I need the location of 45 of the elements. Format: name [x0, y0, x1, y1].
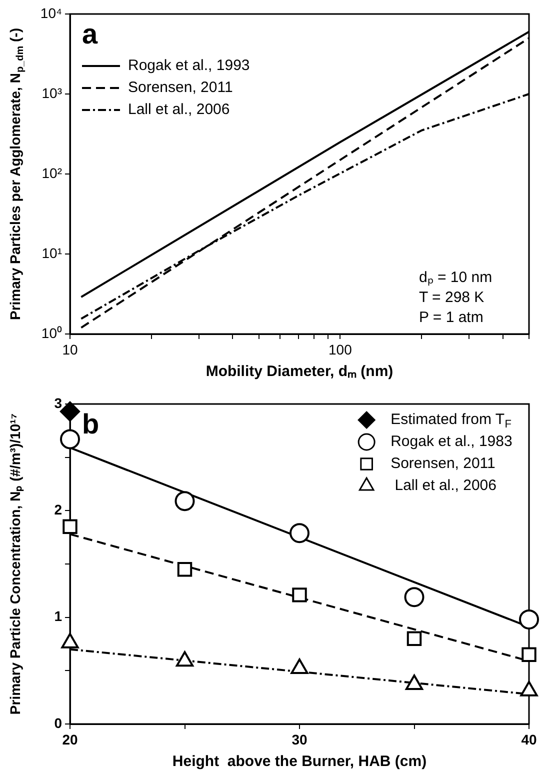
y-tick-label: 3 — [54, 394, 62, 411]
annotation: b — [82, 408, 100, 440]
point — [406, 631, 422, 646]
y-tick-label: 10¹ — [42, 244, 62, 261]
y-axis-title: Primary Particle Concentration, Nₚ (#/m³)/10¹⁷ — [6, 413, 24, 715]
y-tick-label: 1 — [54, 608, 62, 624]
annotation: P = 1 atm — [419, 309, 484, 326]
point — [60, 429, 80, 450]
x-axis-title: Height above the Burner, HAB (cm) — [172, 753, 427, 770]
point — [519, 609, 539, 630]
point — [404, 587, 424, 608]
y-tick-label: 10⁴ — [40, 4, 62, 21]
annotation: T = 298 K — [419, 289, 484, 306]
legend-label: Rogak et al., 1993 — [128, 57, 250, 74]
point — [174, 491, 195, 512]
legend-label: Lall et al., 2006 — [128, 101, 230, 118]
point — [520, 680, 538, 696]
point — [290, 523, 310, 544]
legend-label: Rogak et al., 1983 — [390, 433, 512, 450]
point — [61, 632, 79, 648]
x-tick-label: 40 — [521, 731, 537, 748]
x-tick-label: 100 — [328, 341, 352, 358]
x-tick-label: 30 — [292, 731, 308, 748]
legend-label: Sorensen, 2011 — [390, 455, 496, 472]
point — [290, 658, 308, 674]
y-tick-label: 2 — [54, 502, 62, 518]
x-tick-label: 20 — [62, 731, 78, 748]
point — [62, 519, 78, 534]
point — [292, 588, 307, 602]
annotation: dₚ = 10 nm — [419, 269, 492, 286]
annotation: a — [82, 18, 98, 50]
y-tick-label: 10³ — [42, 84, 62, 101]
legend-label: Sorensen, 2011 — [128, 79, 233, 96]
point — [176, 651, 194, 667]
x-axis-title: Mobility Diameter, dₘ (nm) — [206, 363, 394, 380]
y-tick-label: 0 — [54, 714, 62, 731]
point — [522, 647, 536, 662]
x-tick-label: 10 — [62, 341, 78, 358]
y-tick-label: 10⁰ — [41, 324, 62, 341]
legend-label: Lall et al., 2006 — [390, 477, 496, 494]
y-tick-label: 10² — [42, 164, 62, 181]
point — [405, 674, 424, 690]
y-axis-title: Primary Particles per Agglomerate, Np_dm (-) — [6, 28, 26, 320]
point — [60, 401, 80, 422]
point — [177, 562, 192, 577]
